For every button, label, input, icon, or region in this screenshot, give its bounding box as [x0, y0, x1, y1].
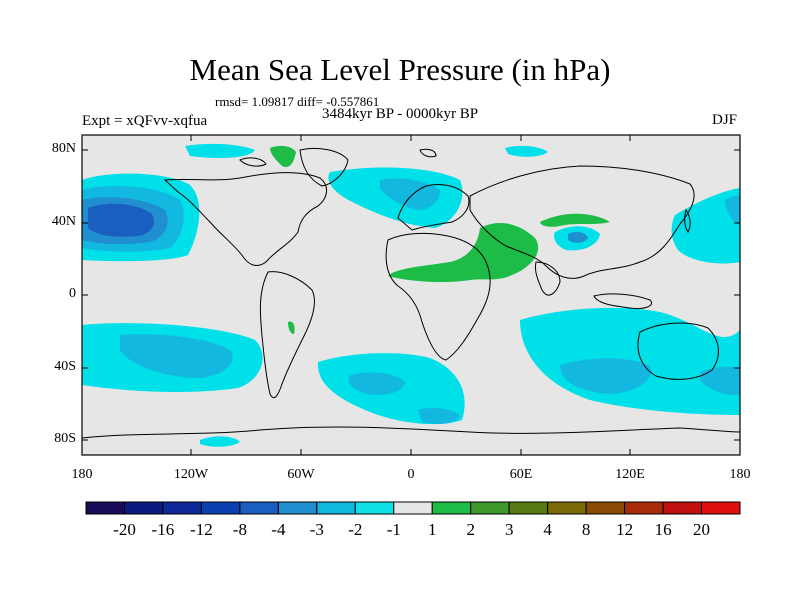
- south-atlantic-low-3: [418, 408, 460, 424]
- small-high: [288, 321, 295, 334]
- indonesia-coast: [593, 293, 652, 309]
- colorbar-swatch: [431, 501, 472, 515]
- arctic-low: [185, 143, 255, 158]
- colorbar-swatch: [662, 501, 703, 515]
- colorbar-swatch: [508, 501, 549, 515]
- colorbar-label: -20: [113, 520, 136, 539]
- central-asia-high: [540, 213, 610, 227]
- lat-label-0: 0: [69, 286, 76, 301]
- map-title: Mean Sea Level Pressure (in hPa): [189, 52, 611, 87]
- nw-pacific-low: [671, 188, 740, 264]
- experiment-label: Expt = xQFvv-xqfua: [82, 113, 208, 129]
- japan-coast: [684, 208, 691, 233]
- colorbar-swatch: [162, 501, 202, 515]
- colorbar-label: -2: [348, 520, 363, 539]
- colorbar-label: 12: [616, 520, 634, 539]
- colorbar-label: 3: [504, 520, 514, 539]
- asia-coast: [469, 165, 695, 279]
- colorbar-label: -16: [151, 520, 175, 539]
- middle-east-high: [388, 223, 539, 283]
- australia-coast: [637, 322, 719, 380]
- arctic-low-2: [505, 145, 548, 157]
- south-atlantic-low-2: [348, 372, 405, 395]
- colorbar-label: 1: [427, 520, 437, 539]
- colorbar-swatch: [470, 501, 510, 515]
- lon-label-60e: 60E: [509, 467, 533, 482]
- colorbar-label: 20: [693, 520, 710, 539]
- nw-pacific-low-2: [725, 195, 740, 225]
- colorbar-swatch: [200, 501, 241, 515]
- colorbar-swatch: [701, 501, 741, 515]
- north-america-coast: [163, 172, 327, 266]
- colorbar-swatch: [123, 501, 164, 515]
- colorbar-label: 16: [654, 520, 672, 539]
- india-coast: [535, 261, 561, 296]
- positive-anomaly-regions: [270, 145, 610, 334]
- north-pacific-low-4: [88, 203, 155, 237]
- period-label: 3484kyr BP - 0000kyr BP: [322, 106, 479, 122]
- negative-anomaly-regions: [82, 143, 740, 447]
- africa-coast: [385, 232, 491, 361]
- svalbard-coast: [419, 148, 437, 158]
- statistics-label: rmsd= 1.09817 diff= -0.557861: [215, 94, 380, 109]
- colorbar-swatch: [316, 501, 356, 515]
- south-indian-low-2: [560, 358, 651, 394]
- colorbar-label: 4: [543, 520, 552, 539]
- colorbar-swatch: [585, 501, 626, 515]
- colorbar-label: 2: [466, 520, 475, 539]
- colorbar-label: -12: [190, 520, 213, 539]
- lat-label-80s: 80S: [54, 431, 76, 446]
- colorbar-swatch: [239, 501, 279, 515]
- colorbar-swatch: [277, 501, 318, 515]
- colorbar-swatch: [354, 501, 395, 515]
- europe-coast: [397, 183, 470, 231]
- lat-label-40n: 40N: [51, 214, 76, 229]
- colorbar-label: -1: [386, 520, 401, 539]
- lon-label-60w: 60W: [287, 467, 315, 482]
- greenland-coast: [299, 147, 349, 187]
- colorbar: [85, 501, 741, 515]
- lon-label-120e: 120E: [615, 467, 645, 482]
- lon-label-120w: 120W: [173, 467, 209, 482]
- colorbar-swatch: [624, 501, 664, 515]
- colorbar-label: -8: [232, 520, 247, 539]
- coastlines: [81, 147, 741, 439]
- lat-label-40s: 40S: [54, 359, 76, 374]
- lat-label-80n: 80N: [51, 141, 76, 156]
- colorbar-swatch: [85, 501, 125, 515]
- colorbar-label: 8: [581, 520, 591, 539]
- south-pacific-low-2: [120, 334, 233, 378]
- lon-label-180w: 180: [71, 467, 93, 482]
- antarctic-low: [200, 436, 240, 447]
- map-ticks: [82, 135, 740, 455]
- south-indian-low-3: [700, 366, 740, 396]
- lon-label-0: 0: [407, 467, 415, 482]
- arctic-high: [270, 145, 296, 168]
- colorbar-swatch: [393, 501, 433, 515]
- arctic-islands-coast: [239, 157, 267, 167]
- south-america-coast: [259, 271, 315, 399]
- lon-label-180e: 180: [729, 467, 751, 482]
- antarctica-coast: [81, 426, 741, 439]
- colorbar-swatch: [547, 501, 587, 515]
- colorbar-label: -4: [271, 520, 286, 539]
- central-asia-low-2: [568, 231, 588, 243]
- season-label: DJF: [712, 112, 738, 128]
- colorbar-label: -3: [309, 520, 324, 539]
